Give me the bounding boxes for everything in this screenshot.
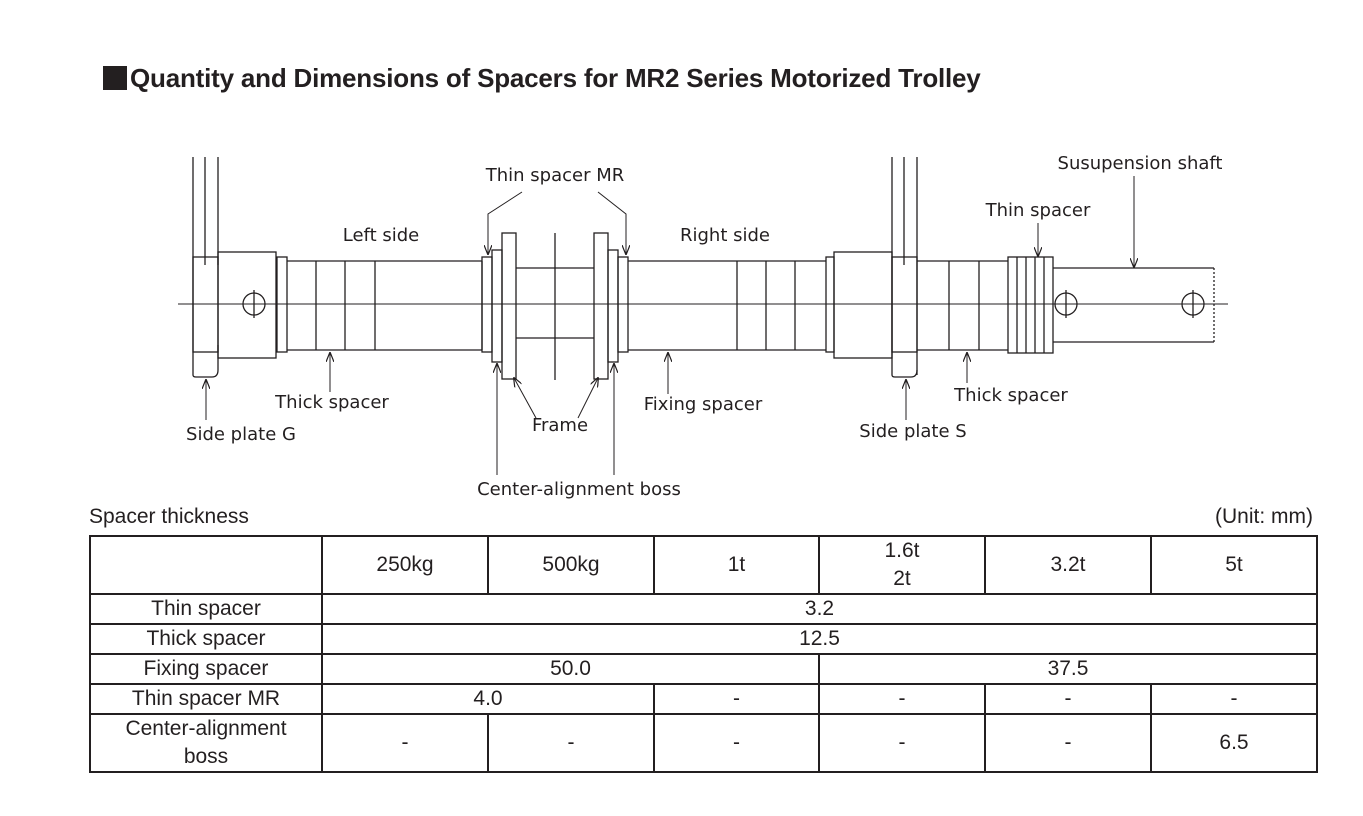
column-header: 500kg xyxy=(487,535,655,595)
spacer-thickness-table: 250kg 500kg 1t 1.6t 2t 3.2t 5t Thin space… xyxy=(89,535,1318,773)
table-cell: 3.2 xyxy=(321,593,1318,625)
row-label-stacked: Center-alignment boss xyxy=(89,713,323,773)
table-cell: - xyxy=(1150,683,1318,715)
label-left-side: Left side xyxy=(343,225,419,246)
label-thin-spacer: Thin spacer xyxy=(985,200,1091,221)
spacer-assembly-diagram: Thin spacer MR Susupension shaft Thin sp… xyxy=(178,153,1228,500)
left-boss-shape xyxy=(481,232,517,380)
table-header-row: 250kg 500kg 1t 1.6t 2t 3.2t 5t xyxy=(89,535,1318,595)
row-label: Thin spacer MR xyxy=(89,683,323,715)
table-corner-cell xyxy=(89,535,323,595)
table-caption: Spacer thickness xyxy=(89,505,249,528)
column-header-line: 1.6t xyxy=(884,539,920,562)
title-text: Quantity and Dimensions of Spacers for M… xyxy=(130,62,981,93)
label-side-plate-g: Side plate G xyxy=(186,424,296,445)
table-row: Thin spacer 3.2 xyxy=(89,593,1318,625)
table-cell: - xyxy=(984,713,1152,773)
table-unit: (Unit: mm) xyxy=(1215,505,1313,528)
side-plate-s-shape xyxy=(833,157,918,378)
row-label: Thick spacer xyxy=(89,623,323,655)
title-square-bullet xyxy=(103,66,127,90)
table-cell: 50.0 xyxy=(321,653,820,685)
column-header: 5t xyxy=(1150,535,1318,595)
row-label-line: boss xyxy=(183,745,229,768)
column-header: 250kg xyxy=(321,535,489,595)
table-row: Center-alignment boss - - - - - 6.5 xyxy=(89,713,1318,773)
column-header: 3.2t xyxy=(984,535,1152,595)
page-title: Quantity and Dimensions of Spacers for M… xyxy=(103,60,981,96)
table-row: Thin spacer MR 4.0 - - - - xyxy=(89,683,1318,715)
label-suspension-shaft: Susupension shaft xyxy=(1058,153,1223,174)
table-cell: - xyxy=(818,713,986,773)
table-cell: - xyxy=(818,683,986,715)
table-row: Thick spacer 12.5 xyxy=(89,623,1318,655)
row-label-line: Center-alignment xyxy=(125,717,287,740)
table-cell: - xyxy=(653,713,820,773)
label-right-side: Right side xyxy=(680,225,770,246)
table-cell: 12.5 xyxy=(321,623,1318,655)
table-cell: - xyxy=(321,713,489,773)
table-row: Fixing spacer 50.0 37.5 xyxy=(89,653,1318,685)
row-label: Fixing spacer xyxy=(89,653,323,685)
side-plate-g-shape xyxy=(192,157,277,378)
right-boss-shape xyxy=(593,232,629,380)
table-cell: - xyxy=(653,683,820,715)
leader-arrows xyxy=(206,176,1134,475)
label-thick-spacer-right: Thick spacer xyxy=(953,385,1068,406)
right-outer-spacers-shape xyxy=(917,256,1054,354)
column-header-line: 2t xyxy=(893,567,911,590)
label-thick-spacer-left: Thick spacer xyxy=(274,392,389,413)
label-frame: Frame xyxy=(532,415,588,436)
label-fixing-spacer: Fixing spacer xyxy=(644,394,763,415)
suspension-shaft-shape xyxy=(1053,267,1215,343)
table-cell: 4.0 xyxy=(321,683,655,715)
label-side-plate-s: Side plate S xyxy=(859,421,966,442)
frame-center-shape xyxy=(516,233,594,380)
table-cell: 6.5 xyxy=(1150,713,1318,773)
row-label: Thin spacer xyxy=(89,593,323,625)
table-cell: 37.5 xyxy=(818,653,1318,685)
table-cell: - xyxy=(984,683,1152,715)
label-thin-spacer-mr: Thin spacer MR xyxy=(485,165,625,186)
column-header: 1t xyxy=(653,535,820,595)
label-center-alignment-boss: Center-alignment boss xyxy=(477,479,681,500)
column-header-stacked: 1.6t 2t xyxy=(818,535,986,595)
table-cell: - xyxy=(487,713,655,773)
right-shaft-shape xyxy=(628,256,835,353)
